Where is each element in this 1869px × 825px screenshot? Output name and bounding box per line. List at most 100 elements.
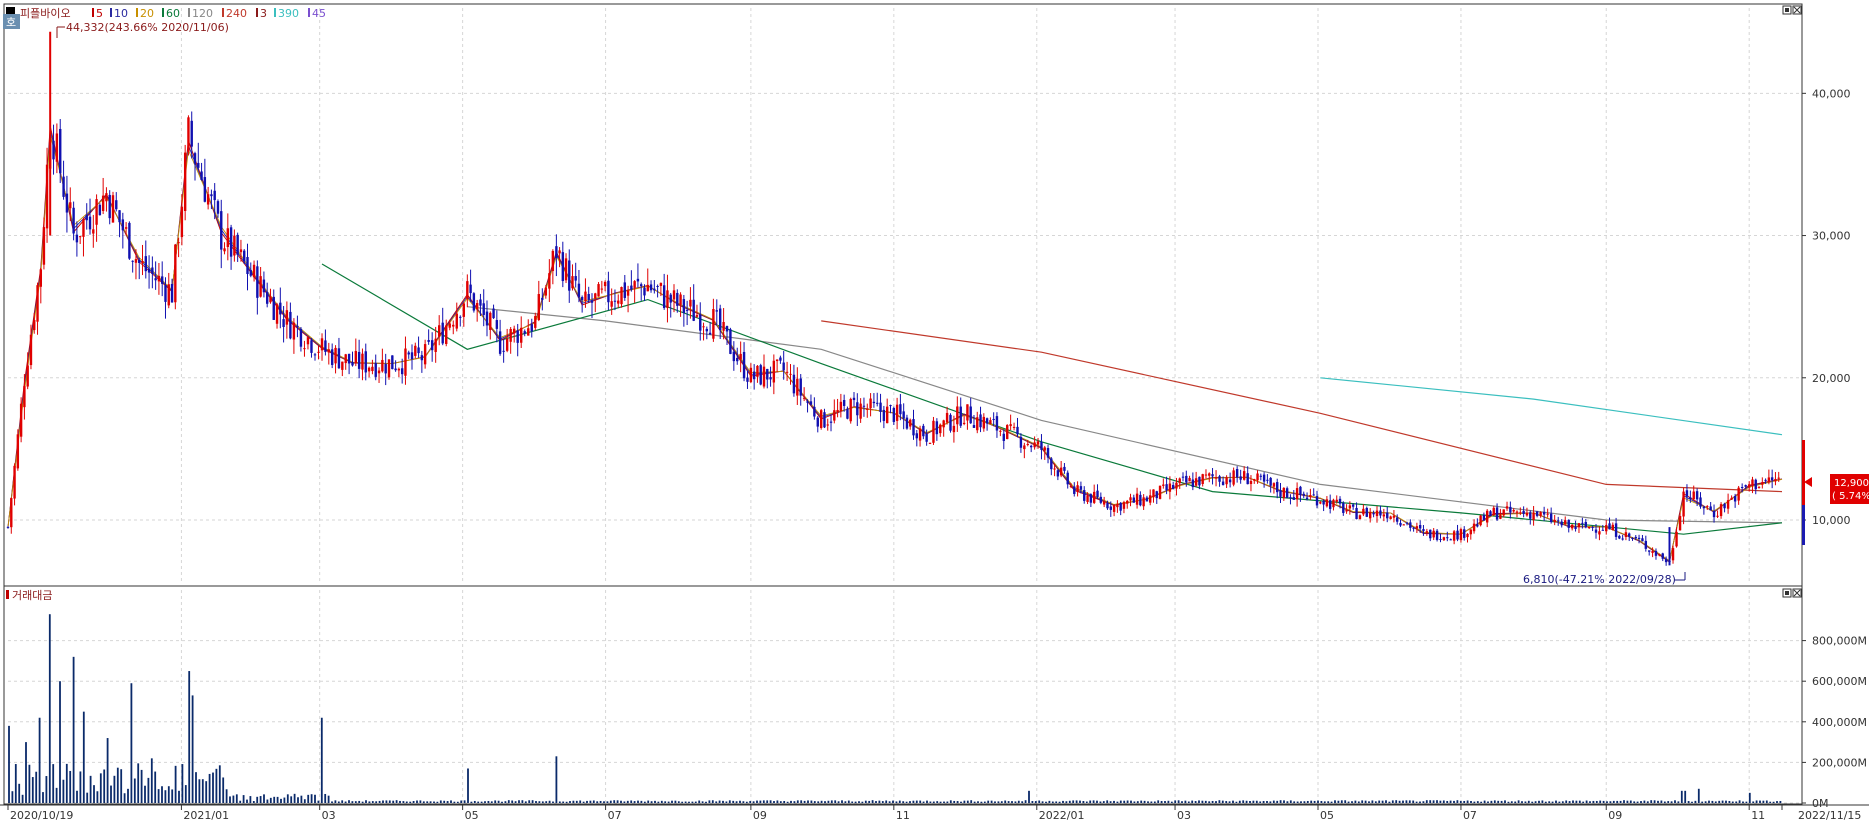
candle-body [1201,474,1204,484]
candle-body [1309,495,1312,497]
volume-bar [1211,800,1214,803]
volume-bar [1150,801,1153,803]
volume-bar [1004,800,1007,803]
volume-bar [881,801,884,803]
volume-bar [711,800,714,803]
volume-bar [1534,801,1537,803]
candle-body [445,325,448,344]
volume-bar [898,800,901,803]
volume-bar [796,800,799,803]
volume-bar [1082,801,1085,803]
candle-body [1181,476,1185,478]
maximize-icon-fill [1785,591,1789,595]
volume-bar [127,788,129,803]
volume-bar [1048,800,1051,803]
candle-body [742,351,746,379]
volume-bar [1776,801,1778,803]
volume-bar [660,800,663,803]
volume-bar [28,764,31,803]
candle-body [1033,442,1036,448]
candle-body [672,290,676,300]
candle-body [995,416,999,431]
volume-bar [310,794,313,803]
candle-body [1730,497,1733,500]
candle-body [1695,491,1699,500]
volume-bar [1075,800,1078,803]
volume-bar [436,801,439,803]
volume-bar [694,801,697,803]
price-panel-controls[interactable] [1782,5,1802,15]
volume-bar [1687,801,1690,803]
candle-body [813,406,816,417]
candle-body [1126,500,1129,504]
candle-body [1591,526,1594,528]
candle-body [1644,540,1648,549]
volume-bar [1371,800,1374,803]
candle-body [1319,502,1322,504]
candle-body [889,405,892,407]
candle-body [544,287,548,296]
volume-bar [1140,800,1143,803]
candle-body [19,403,23,437]
candle-body [902,411,905,419]
volume-bar [297,797,299,803]
candle-body [1375,510,1379,517]
volume-bar [1068,800,1071,803]
volume-bar [1765,800,1768,803]
candle-body [1282,487,1286,498]
volume-bar [1667,801,1670,803]
volume-bar [1303,801,1306,803]
candle-body [792,374,796,394]
volume-bar [99,773,102,803]
candle-body [377,370,381,374]
candle-body [1112,505,1116,512]
volume-bar [307,794,310,803]
volume-bar [1089,800,1092,803]
candle-body [836,409,839,413]
volume-bar [1364,800,1367,803]
x-axis: 2020/10/19 2021/01 03 05 07 09 11 2022/01 03 05 07… [7,805,1861,822]
volume-bar [813,801,816,803]
volume-bar [1762,800,1765,803]
volume-bar [759,800,762,803]
volume-bar [161,786,163,803]
volume-bar [1629,800,1632,803]
candle-body [1702,506,1706,509]
volume-bar [684,801,687,803]
x-tick-label: 2022/11/15 [1798,809,1861,822]
candle-body [669,294,672,303]
volume-bar [1497,800,1500,803]
candle-body [785,371,789,373]
volume-bar [1167,800,1170,803]
volume-bar [817,801,820,803]
candle-body [200,171,203,180]
volume-tick-label: 200,000M [1812,756,1867,769]
volume-bar [1483,800,1486,803]
candle-body [1276,482,1279,493]
volume-bar [11,791,14,803]
candle-body [1499,514,1502,519]
volume-bar [1143,800,1146,803]
volume-bar [1442,800,1445,803]
volume-bar [766,800,769,803]
volume-bar [1289,800,1292,803]
volume-bar [439,800,442,803]
candle-body [1716,515,1719,517]
volume-bar [1449,800,1452,803]
badge-box[interactable] [3,14,20,29]
volume-bar [1735,801,1738,803]
volume-bar [1340,800,1343,803]
candle-body [236,234,239,255]
candle-body [213,190,216,201]
candle-body [1489,511,1492,517]
volume-bar [470,801,473,803]
candle-body [1386,512,1389,519]
volume-panel-controls[interactable] [1782,588,1802,598]
candle-body [799,378,802,396]
candle-body [498,331,502,354]
volume-bar [130,683,133,803]
candle-body [391,355,394,370]
candle-body [1509,506,1512,513]
candlestick-series [6,31,1780,566]
volume-bar [752,801,755,803]
